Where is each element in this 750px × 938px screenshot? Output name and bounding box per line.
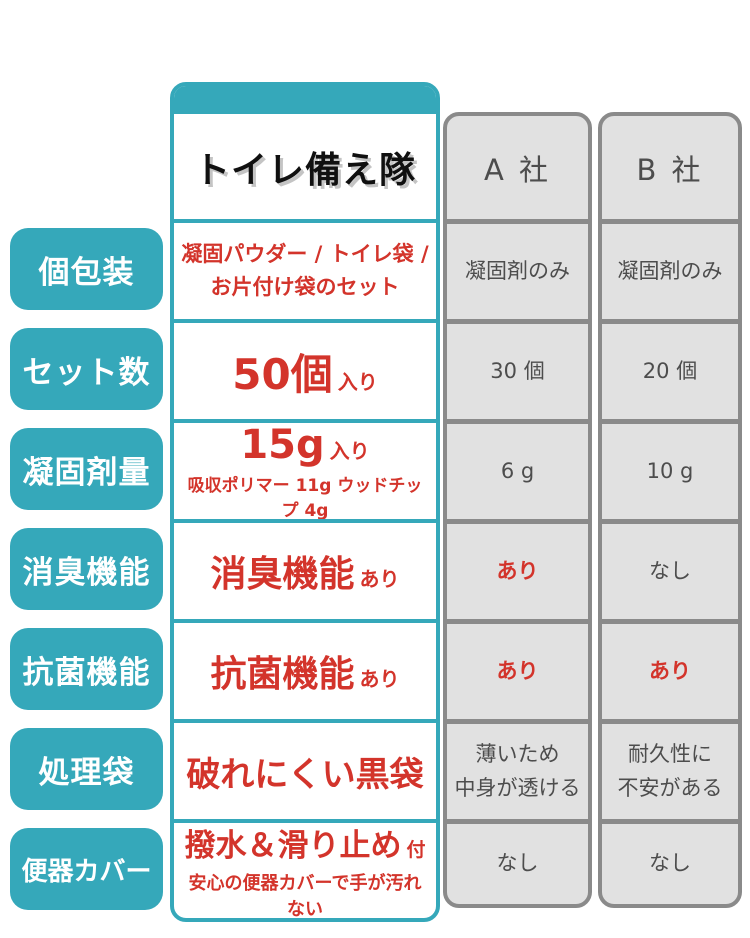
- product-toilet-cover-value: 撥水＆滑り止め: [184, 828, 402, 864]
- product-cell-antibacterial: 抗菌機能 あり: [174, 619, 436, 719]
- product-coagulant-value: 15g: [240, 421, 325, 468]
- row-label-disposal-bag: 処理袋: [10, 728, 163, 810]
- company-a-cell-coagulant-amount: 6 g: [447, 419, 588, 519]
- product-set-count-suffix: 入り: [337, 369, 378, 394]
- product-title: トイレ備え隊: [193, 149, 416, 191]
- row-label-antibacterial: 抗菌機能: [10, 628, 163, 710]
- product-cell-deodorizing: 消臭機能 あり: [174, 519, 436, 619]
- company-a-cell-antibacterial: あり: [447, 619, 588, 719]
- company-b-cell-packaging: 凝固剤のみ: [602, 219, 738, 319]
- row-label-toilet-cover: 便器カバー: [10, 828, 163, 910]
- company-a-header: A 社: [483, 152, 552, 187]
- company-b-cell-deodorizing: なし: [602, 519, 738, 619]
- product-column-top-bar: [174, 86, 436, 114]
- product-cell-disposal-bag: 破れにくい黒袋: [174, 719, 436, 819]
- product-toilet-cover-suffix: 付: [406, 839, 426, 861]
- product-packaging-line1: 凝固パウダー / トイレ袋 /: [181, 242, 429, 267]
- product-antibacterial-suffix: あり: [359, 667, 400, 691]
- product-coagulant-detail: 吸収ポリマー 11g ウッドチップ 4g: [187, 475, 423, 521]
- company-b-cell-antibacterial: あり: [602, 619, 738, 719]
- row-label-deodorizing: 消臭機能: [10, 528, 163, 610]
- product-cell-set-count: 50個 入り: [174, 319, 436, 419]
- company-b-header: B 社: [636, 152, 704, 187]
- product-cell-packaging: 凝固パウダー / トイレ袋 / お片付け袋のセット: [174, 219, 436, 319]
- product-deodorizing-value: 消臭機能: [210, 554, 355, 595]
- company-a-cell-packaging: 凝固剤のみ: [447, 219, 588, 319]
- product-column: トイレ備え隊 凝固パウダー / トイレ袋 / お片付け袋のセット 50個 入り …: [170, 82, 440, 922]
- company-a-cell-set-count: 30 個: [447, 319, 588, 419]
- product-set-count-value: 50個: [232, 349, 333, 399]
- company-b-cell-set-count: 20 個: [602, 319, 738, 419]
- company-a-column: A 社 凝固剤のみ 30 個 6 g あり あり 薄いため 中身が透ける なし: [443, 112, 592, 908]
- product-disposal-bag-value: 破れにくい黒袋: [186, 754, 424, 795]
- product-packaging-line2: お片付け袋のセット: [210, 275, 400, 299]
- product-cell-coagulant-amount: 15g 入り 吸収ポリマー 11g ウッドチップ 4g: [174, 419, 436, 521]
- product-deodorizing-suffix: あり: [359, 567, 400, 591]
- company-a-cell-deodorizing: あり: [447, 519, 588, 619]
- row-label-set-count: セット数: [10, 328, 163, 410]
- company-a-cell-disposal-bag: 薄いため 中身が透ける: [447, 719, 588, 819]
- row-label-packaging: 個包装: [10, 228, 163, 310]
- product-cell-toilet-cover: 撥水＆滑り止め 付 安心の便器カバーで手が汚れない: [174, 819, 436, 918]
- row-label-coagulant-amount: 凝固剤量: [10, 428, 163, 510]
- company-b-cell-toilet-cover: なし: [602, 819, 738, 904]
- company-b-cell-disposal-bag: 耐久性に 不安がある: [602, 719, 738, 819]
- company-b-cell-coagulant-amount: 10 g: [602, 419, 738, 519]
- product-coagulant-suffix: 入り: [329, 438, 370, 463]
- company-a-cell-toilet-cover: なし: [447, 819, 588, 904]
- product-antibacterial-value: 抗菌機能: [210, 654, 355, 695]
- product-toilet-cover-detail: 安心の便器カバーで手が汚れない: [188, 873, 422, 920]
- company-b-column: B 社 凝固剤のみ 20 個 10 g なし あり 耐久性に 不安がある なし: [598, 112, 742, 908]
